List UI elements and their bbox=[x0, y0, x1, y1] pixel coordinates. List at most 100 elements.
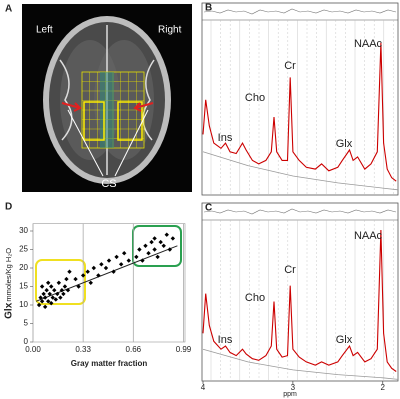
data-point bbox=[111, 269, 116, 274]
data-point bbox=[52, 288, 57, 293]
data-point bbox=[42, 304, 48, 310]
x-tick-label: 3 bbox=[291, 383, 296, 392]
data-point bbox=[118, 262, 124, 267]
peak-label: NAAc bbox=[354, 230, 383, 242]
data-point bbox=[164, 232, 169, 237]
data-point bbox=[126, 258, 131, 263]
data-point bbox=[67, 269, 72, 274]
data-point bbox=[46, 280, 51, 285]
data-point bbox=[167, 247, 172, 252]
cs-pointers bbox=[67, 109, 149, 177]
data-point bbox=[149, 239, 154, 245]
data-point bbox=[146, 251, 151, 256]
data-point bbox=[65, 288, 71, 293]
y-tick-label: 5 bbox=[24, 319, 29, 328]
data-point bbox=[80, 273, 86, 278]
data-point bbox=[106, 258, 112, 263]
data-point bbox=[56, 280, 62, 285]
y-tick-label: 10 bbox=[19, 300, 28, 309]
plot-frame bbox=[201, 202, 399, 382]
peak-label: Cho bbox=[245, 92, 265, 104]
panel-label: D bbox=[5, 202, 12, 213]
x-tick-label: 4 bbox=[201, 383, 206, 392]
x-axis-label: ppm bbox=[283, 391, 297, 398]
peak-label: NAAc bbox=[354, 38, 383, 50]
data-point bbox=[152, 236, 157, 241]
data-point bbox=[134, 254, 139, 260]
data-point bbox=[49, 300, 54, 306]
data-point bbox=[76, 284, 81, 289]
spectrum-line bbox=[202, 348, 399, 380]
peak-label: Cho bbox=[245, 292, 265, 304]
plot-frame bbox=[201, 2, 399, 196]
data-point bbox=[103, 265, 109, 271]
data-point bbox=[140, 258, 145, 263]
data-point bbox=[96, 273, 101, 278]
data-point bbox=[50, 295, 55, 300]
data-point bbox=[36, 302, 42, 308]
data-point bbox=[39, 284, 45, 289]
mri-panel: A Left Right CS bbox=[5, 4, 192, 192]
data-point bbox=[158, 239, 163, 245]
data-point bbox=[59, 288, 65, 293]
data-point bbox=[99, 262, 104, 267]
x-tick-label: 0.99 bbox=[176, 345, 192, 354]
x-axis-label: Gray matter fraction bbox=[71, 359, 148, 368]
x-tick-label: 0.33 bbox=[75, 345, 91, 354]
data-point bbox=[137, 247, 142, 252]
data-point bbox=[58, 295, 63, 300]
x-tick-label: 0.66 bbox=[126, 345, 142, 354]
data-point bbox=[170, 236, 176, 241]
peak-label: Ins bbox=[218, 334, 233, 346]
data-point bbox=[161, 243, 166, 248]
residual-line bbox=[203, 208, 397, 215]
data-point bbox=[42, 295, 48, 300]
data-point bbox=[44, 288, 49, 293]
x-tick-label: 2 bbox=[380, 383, 385, 392]
data-point bbox=[49, 284, 54, 289]
peak-label: Cr bbox=[284, 264, 296, 276]
data-point bbox=[47, 291, 52, 297]
y-axis-label: Glx bbox=[4, 302, 15, 319]
trend-line bbox=[35, 245, 178, 302]
left-arrow bbox=[61, 102, 82, 112]
x-tick-label: 0.00 bbox=[25, 345, 41, 354]
data-point bbox=[55, 291, 60, 297]
data-point bbox=[62, 284, 68, 289]
y-tick-label: 20 bbox=[19, 263, 28, 272]
data-point bbox=[41, 291, 46, 297]
data-point bbox=[88, 280, 93, 285]
right-label: Right bbox=[158, 25, 182, 36]
data-point bbox=[91, 265, 96, 271]
data-point bbox=[85, 269, 90, 274]
data-point bbox=[39, 299, 45, 304]
data-point bbox=[73, 276, 78, 282]
data-point bbox=[61, 291, 66, 297]
plot-frame bbox=[32, 223, 186, 343]
data-point bbox=[53, 297, 58, 302]
y-axis-unit: mmoles/Kg H₂O bbox=[4, 248, 13, 302]
data-point bbox=[114, 254, 119, 260]
residual-line bbox=[203, 8, 397, 15]
data-point bbox=[46, 299, 51, 304]
peak-label: Glx bbox=[336, 138, 353, 150]
midline-band bbox=[100, 72, 114, 148]
y-tick-label: 30 bbox=[19, 226, 28, 235]
panel-label: A bbox=[5, 4, 12, 15]
data-point bbox=[64, 276, 69, 282]
panel-label: B bbox=[205, 3, 212, 14]
spectrum-line bbox=[202, 42, 397, 182]
y-tick-label: 0 bbox=[24, 337, 29, 346]
data-point bbox=[122, 251, 127, 256]
data-point bbox=[155, 254, 160, 260]
data-point bbox=[143, 243, 148, 248]
panel-label: C bbox=[205, 203, 212, 214]
peak-label: Ins bbox=[218, 132, 233, 144]
y-tick-label: 15 bbox=[19, 282, 28, 291]
peak-label: Glx bbox=[336, 334, 353, 346]
left-label: Left bbox=[36, 25, 53, 36]
data-point bbox=[38, 295, 43, 300]
cs-label: CS bbox=[101, 178, 116, 190]
spectrum-line bbox=[202, 151, 399, 191]
